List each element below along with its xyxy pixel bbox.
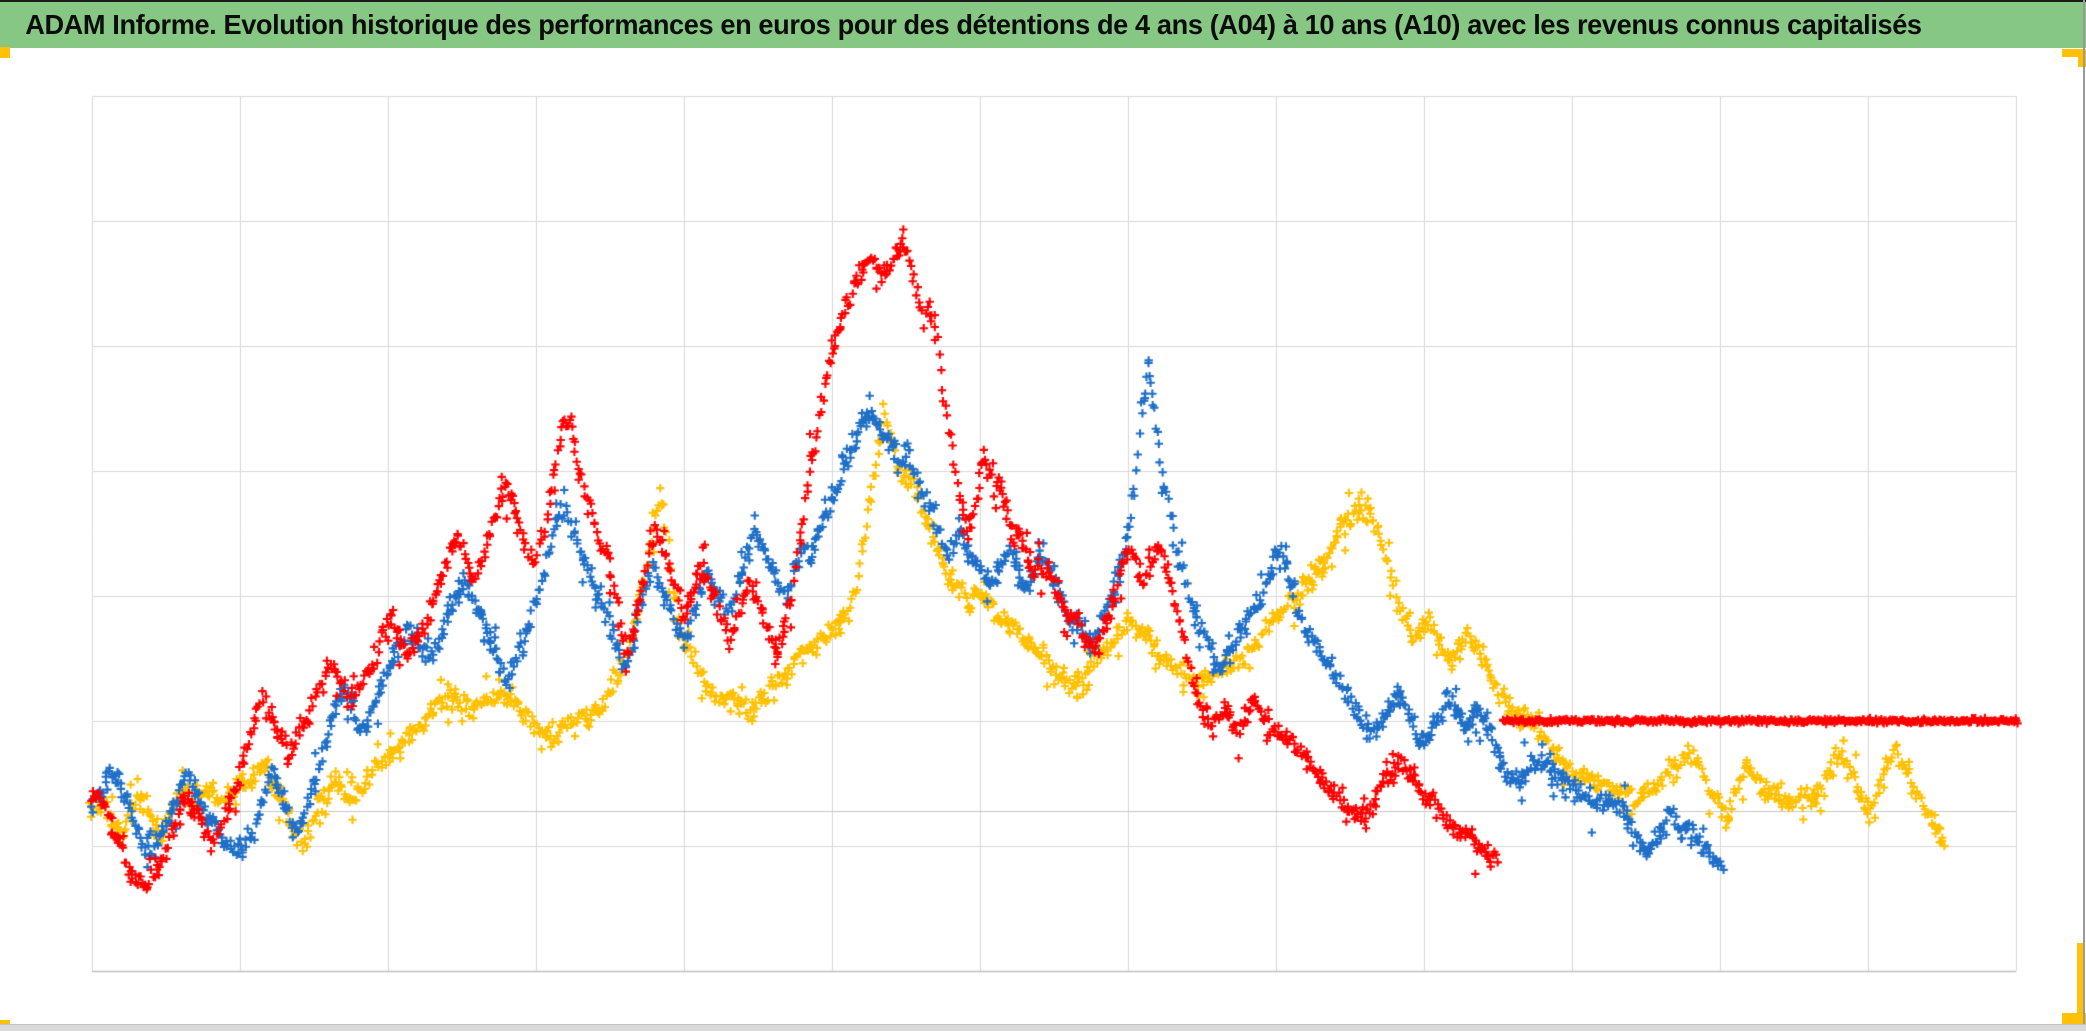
corner-mark-bottom-right-v xyxy=(2077,943,2084,1027)
corner-mark-top-left xyxy=(0,47,10,58)
chart-title: ADAM Informe. Evolution historique des p… xyxy=(25,9,1922,40)
window-right-edge xyxy=(2083,0,2085,1031)
corner-mark-top-right-v xyxy=(2078,49,2086,67)
bottom-edge-bar xyxy=(0,1024,2086,1031)
corner-mark-top-right xyxy=(2062,49,2086,57)
chart-title-bar: ADAM Informe. Evolution historique des p… xyxy=(0,0,2086,48)
corner-mark-bottom-right xyxy=(2062,1013,2086,1027)
